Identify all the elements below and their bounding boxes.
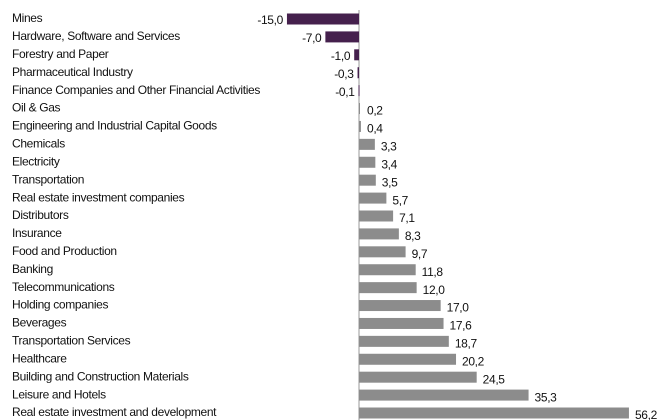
bar bbox=[325, 31, 359, 43]
value-label: 0,2 bbox=[367, 104, 383, 118]
bar bbox=[359, 103, 360, 115]
value-label: 56,2 bbox=[635, 408, 658, 420]
category-label: Chemicals bbox=[12, 137, 65, 151]
category-label: Transportation bbox=[12, 172, 84, 186]
category-label: Oil & Gas bbox=[12, 101, 61, 115]
value-label: -15,0 bbox=[257, 13, 283, 27]
bar bbox=[359, 317, 444, 329]
category-label: Telecommunications bbox=[12, 280, 115, 294]
category-label: Forestry and Paper bbox=[12, 47, 109, 61]
value-label: -7,0 bbox=[302, 31, 322, 45]
value-label: 18,7 bbox=[455, 337, 478, 351]
value-label: 17,6 bbox=[450, 319, 473, 333]
value-label: 5,7 bbox=[392, 193, 408, 207]
value-label: 17,0 bbox=[447, 301, 470, 315]
value-label: 8,3 bbox=[405, 229, 421, 243]
bar bbox=[359, 174, 376, 186]
value-label: -0,3 bbox=[334, 67, 354, 81]
category-label: Electricity bbox=[12, 154, 60, 168]
bar bbox=[359, 282, 417, 294]
bar bbox=[359, 192, 387, 204]
bar bbox=[354, 49, 359, 61]
value-label: 35,3 bbox=[535, 390, 558, 404]
value-label: 24,5 bbox=[483, 372, 506, 386]
category-label: Finance Companies and Other Financial Ac… bbox=[12, 83, 260, 97]
value-label: 9,7 bbox=[412, 247, 428, 261]
bar bbox=[358, 85, 360, 97]
bar bbox=[359, 335, 449, 347]
category-label: Healthcare bbox=[12, 351, 67, 365]
category-label: Pharmaceutical Industry bbox=[12, 65, 133, 79]
value-label: -0,1 bbox=[335, 85, 355, 99]
value-label: 0,4 bbox=[367, 122, 383, 136]
bar bbox=[359, 353, 457, 365]
bar bbox=[359, 210, 394, 222]
value-label: 11,8 bbox=[422, 265, 444, 279]
category-label: Real estate investment companies bbox=[12, 190, 185, 204]
bar bbox=[359, 138, 375, 150]
bar bbox=[359, 389, 529, 401]
bar bbox=[359, 407, 629, 419]
category-label: Insurance bbox=[12, 226, 62, 240]
bar bbox=[359, 156, 376, 168]
category-label: Real estate investment and development bbox=[12, 405, 217, 419]
category-label: Hardware, Software and Services bbox=[12, 29, 180, 43]
bar bbox=[359, 120, 361, 132]
value-label: 12,0 bbox=[423, 283, 446, 297]
value-label: 3,3 bbox=[381, 140, 397, 154]
value-label: -1,0 bbox=[331, 49, 351, 63]
value-label: 7,1 bbox=[399, 211, 415, 225]
category-label: Banking bbox=[12, 262, 53, 276]
category-label: Holding companies bbox=[12, 298, 108, 312]
category-label: Beverages bbox=[12, 316, 67, 330]
category-label: Food and Production bbox=[12, 244, 117, 258]
category-label: Transportation Services bbox=[12, 334, 131, 348]
bar bbox=[359, 300, 441, 312]
bar bbox=[359, 246, 406, 258]
category-label: Leisure and Hotels bbox=[12, 387, 106, 401]
bar bbox=[359, 371, 477, 383]
category-label: Engineering and Industrial Capital Goods bbox=[12, 119, 217, 133]
category-label: Distributors bbox=[12, 208, 69, 222]
bar bbox=[357, 67, 359, 79]
value-label: 3,4 bbox=[381, 157, 397, 171]
bar bbox=[359, 264, 416, 276]
bar bbox=[286, 13, 359, 25]
value-label: 20,2 bbox=[462, 354, 485, 368]
category-label: Building and Construction Materials bbox=[12, 369, 189, 383]
category-label: Mines bbox=[12, 11, 43, 25]
bar bbox=[359, 228, 399, 240]
value-label: 3,5 bbox=[382, 175, 398, 189]
